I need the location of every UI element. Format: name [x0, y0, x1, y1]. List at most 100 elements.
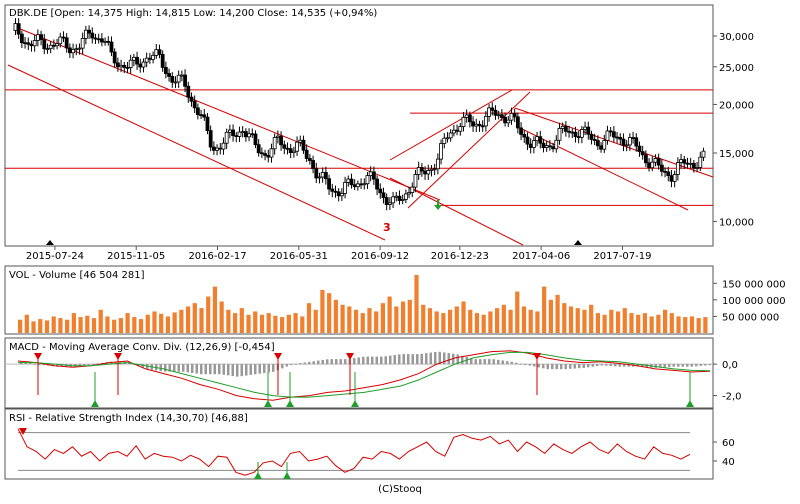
macd-histogram-bar: [668, 364, 671, 368]
candle-body: [131, 56, 136, 61]
macd-histogram-bar: [573, 364, 576, 369]
volume-bar: [24, 314, 29, 333]
volume-bar: [414, 274, 419, 333]
macd-histogram-bar: [555, 364, 558, 370]
candle-body: [653, 158, 658, 163]
date-tick-label: 2017-07-19: [593, 251, 651, 262]
candle-body: [675, 162, 680, 175]
macd-histogram-bar: [299, 363, 302, 365]
candle-body: [509, 113, 514, 121]
candle-body: [144, 57, 149, 63]
candle-body: [282, 144, 287, 149]
macd-histogram-bar: [87, 364, 90, 366]
candle-body: [74, 48, 79, 51]
candle-body: [359, 183, 363, 186]
macd-histogram-bar: [569, 364, 572, 369]
macd-histogram-bar: [627, 364, 630, 367]
volume-bar: [374, 311, 379, 333]
volume-bar: [286, 314, 291, 333]
candle-body: [650, 161, 655, 169]
macd-histogram-bar: [236, 364, 239, 377]
candle-body: [295, 141, 299, 152]
macd-histogram-bar: [213, 364, 216, 375]
macd-histogram-bar: [182, 364, 185, 372]
macd-histogram-bar: [317, 360, 320, 365]
candle-body: [314, 168, 319, 179]
price-title: DBK.DE [Open: 14,375 High: 14,815 Low: 1…: [9, 8, 377, 19]
candle-body: [666, 171, 671, 177]
macd-histogram-bar: [425, 353, 428, 365]
candle-body: [160, 54, 165, 68]
macd-histogram-bar: [335, 359, 338, 365]
macd-histogram-bar: [492, 359, 495, 365]
sell-signal-icon: [114, 353, 122, 360]
candle-body: [323, 172, 328, 180]
volume-bar: [589, 304, 594, 333]
volume-bar: [380, 303, 386, 333]
macd-histogram-bar: [195, 364, 198, 374]
macd-histogram-bar: [326, 359, 329, 365]
macd-histogram-bar: [488, 359, 491, 365]
candle-body: [58, 36, 63, 45]
candle-body: [112, 51, 117, 64]
candle-body: [138, 63, 143, 68]
volume-tick-label: 50 000 000: [722, 312, 779, 323]
volume-bar: [696, 318, 701, 333]
candle-body: [119, 64, 123, 68]
candle-body: [579, 129, 584, 138]
macd-histogram-bar: [344, 359, 347, 365]
volume-bar: [98, 309, 103, 333]
date-tick-label: 2017-04-06: [512, 251, 570, 262]
volume-bar: [669, 313, 674, 333]
candle-body: [173, 81, 178, 84]
candle-body: [691, 162, 696, 169]
candle-body: [67, 47, 72, 54]
candle-body: [621, 138, 626, 146]
macd-histogram-bar: [258, 364, 261, 374]
volume-bar: [85, 315, 90, 333]
candle-body: [599, 145, 603, 150]
volume-bar: [394, 306, 399, 333]
volume-bar: [609, 309, 614, 333]
macd-histogram-bar: [470, 358, 473, 365]
macd-histogram-bar: [474, 359, 477, 365]
candle-body: [407, 192, 411, 195]
candle-body: [221, 142, 226, 150]
buy-signal-icon: [91, 400, 99, 407]
candle-body: [115, 62, 120, 68]
candle-body: [80, 37, 85, 49]
candle-body: [551, 146, 555, 150]
candle-body: [208, 130, 213, 148]
volume-bar: [219, 301, 224, 333]
wave-label: 3: [383, 221, 391, 234]
buy-arrow-icon: [434, 200, 442, 210]
sell-signal-icon: [274, 353, 282, 360]
macd-histogram-bar: [83, 364, 86, 366]
candle-body: [288, 148, 293, 154]
candle-body: [618, 137, 623, 140]
macd-histogram-bar: [42, 364, 45, 366]
macd-histogram-bar: [542, 364, 545, 369]
volume-bar: [421, 304, 426, 333]
candle-body: [109, 41, 114, 53]
macd-histogram-bar: [578, 364, 581, 369]
macd-histogram-bar: [407, 354, 410, 365]
macd-histogram-bar: [177, 364, 180, 372]
candle-body: [467, 114, 472, 123]
date-tick-label: 2016-09-12: [351, 251, 409, 262]
volume-bar: [441, 313, 446, 333]
candle-body: [573, 131, 578, 137]
volume-bar: [528, 309, 533, 333]
candle-body: [199, 114, 203, 117]
volume-bar: [280, 317, 285, 333]
candle-body: [512, 113, 517, 118]
candle-body: [320, 172, 325, 178]
volume-bar: [58, 318, 63, 333]
volume-bar: [306, 303, 312, 333]
candle-body: [83, 29, 88, 39]
macd-histogram-bar: [330, 359, 333, 365]
candle-body: [608, 130, 613, 133]
volume-bar: [501, 304, 506, 333]
candle-body: [560, 125, 565, 129]
